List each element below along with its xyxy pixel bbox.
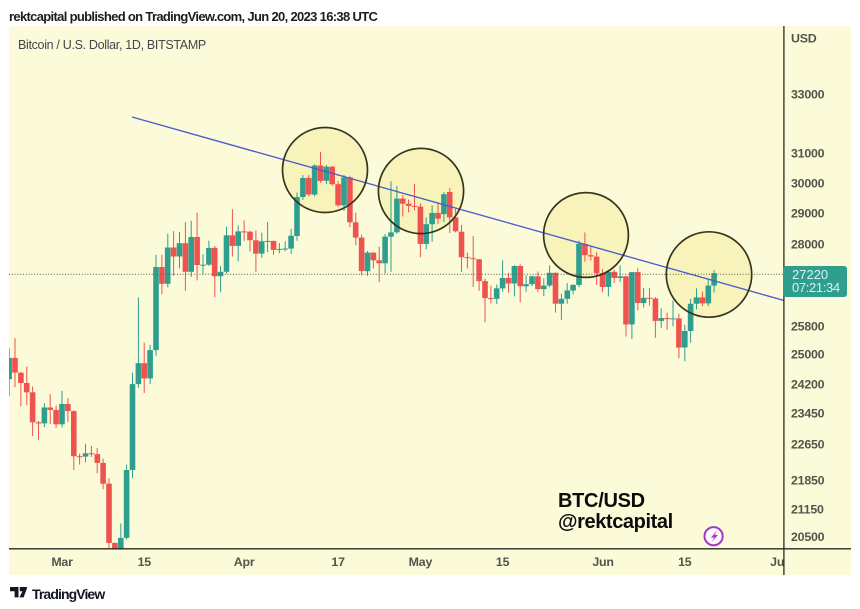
svg-text:33000: 33000 (791, 88, 825, 102)
svg-text:30000: 30000 (791, 177, 825, 191)
svg-text:15: 15 (496, 555, 510, 569)
svg-text:May: May (409, 555, 433, 569)
svg-text:Mar: Mar (51, 555, 73, 569)
svg-text:BTC/USD: BTC/USD (558, 490, 645, 512)
svg-text:17: 17 (331, 555, 345, 569)
svg-text:23450: 23450 (791, 407, 825, 421)
svg-text:USD: USD (791, 32, 817, 46)
svg-text:21150: 21150 (791, 503, 824, 517)
svg-text:15: 15 (138, 555, 152, 569)
svg-text:22650: 22650 (791, 438, 825, 452)
svg-text:29000: 29000 (791, 207, 825, 221)
svg-text:Apr: Apr (234, 555, 255, 569)
svg-text:Jul: Jul (770, 555, 787, 569)
svg-text:Bitcoin / U.S. Dollar, 1D, BIT: Bitcoin / U.S. Dollar, 1D, BITSTAMP (18, 38, 206, 52)
svg-text:25000: 25000 (791, 348, 825, 362)
svg-text:@rektcapital: @rektcapital (558, 511, 673, 533)
svg-text:27220: 27220 (792, 267, 828, 282)
svg-text:20500: 20500 (791, 530, 825, 544)
svg-text:21850: 21850 (791, 474, 825, 488)
svg-text:31000: 31000 (791, 147, 825, 161)
svg-text:15: 15 (678, 555, 692, 569)
svg-text:Jun: Jun (592, 555, 613, 569)
svg-text:07:21:34: 07:21:34 (792, 280, 840, 295)
svg-text:24200: 24200 (791, 378, 825, 392)
svg-text:28000: 28000 (791, 238, 825, 252)
svg-text:25800: 25800 (791, 320, 825, 334)
